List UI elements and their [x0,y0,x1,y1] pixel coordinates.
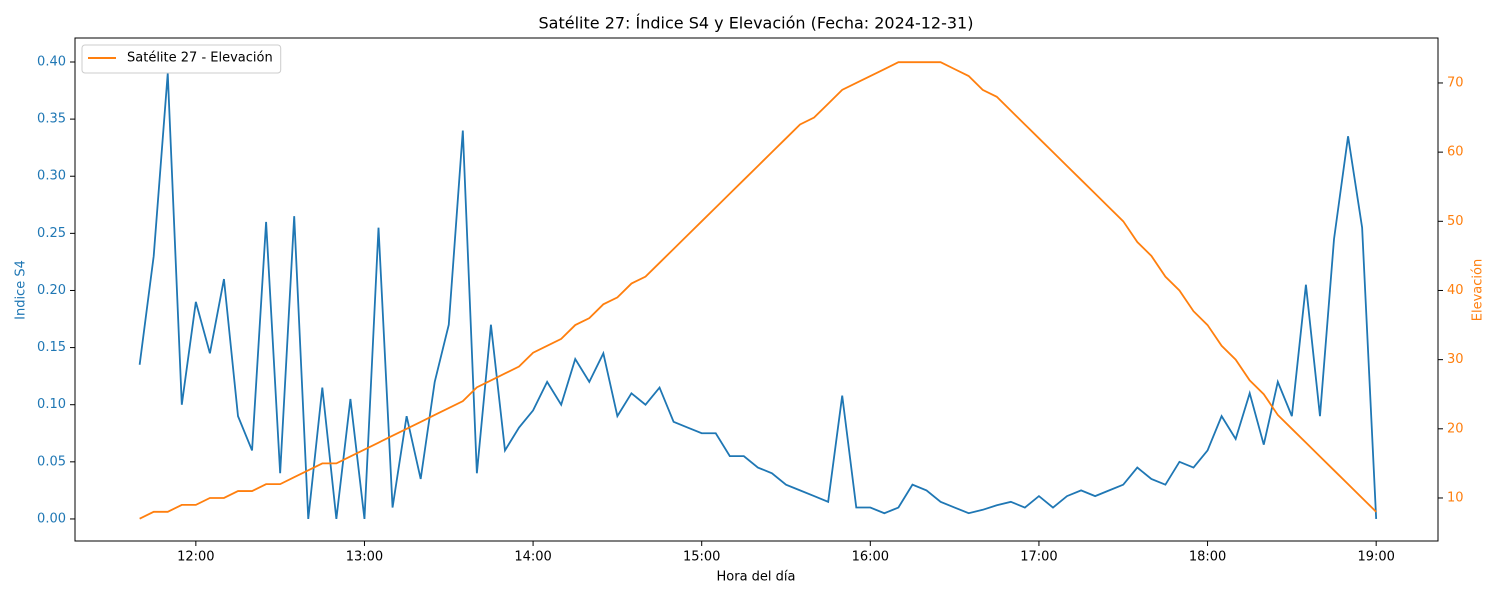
y2-tick-label: 20 [1447,421,1464,436]
y-tick-label: 0.05 [37,454,66,469]
x-tick-label: 14:00 [514,550,551,565]
legend-label: Satélite 27 - Elevación [127,51,273,66]
y-tick-label: 0.10 [37,397,66,412]
x-tick-label: 15:00 [683,550,720,565]
x-tick-label: 19:00 [1357,550,1394,565]
y2-tick-label: 30 [1447,352,1464,367]
y-tick-label: 0.20 [37,283,66,298]
x-tick-label: 13:00 [346,550,383,565]
y-tick-label: 0.30 [37,169,66,184]
x-tick-label: 16:00 [852,550,889,565]
y2-tick-label: 10 [1447,490,1464,505]
legend-box [81,44,282,74]
y2-tick-label: 70 [1447,75,1464,90]
legend: Satélite 27 - Elevación [81,44,282,74]
y-tick-label: 0.15 [37,340,66,355]
chart-title: Satélite 27: Índice S4 y Elevación (Fech… [539,14,974,33]
plot-frame [74,37,1439,542]
x-tick-label: 18:00 [1189,550,1226,565]
data-line [138,73,1378,520]
y2-axis-label: Elevación [1471,259,1486,321]
y2-tick-label: 50 [1447,214,1464,229]
data-line [139,61,1377,520]
x-axis-label: Hora del día [717,570,796,585]
x-tick-label: 17:00 [1020,550,1057,565]
y-tick-label: 0.00 [37,511,66,526]
y-tick-label: 0.35 [37,112,66,127]
x-tick-label: 12:00 [177,550,214,565]
y-tick-label: 0.40 [37,54,66,69]
y-axis-label: Indice S4 [14,260,29,320]
y2-tick-label: 60 [1447,145,1464,160]
y2-tick-label: 40 [1447,283,1464,298]
y-tick-label: 0.25 [37,226,66,241]
